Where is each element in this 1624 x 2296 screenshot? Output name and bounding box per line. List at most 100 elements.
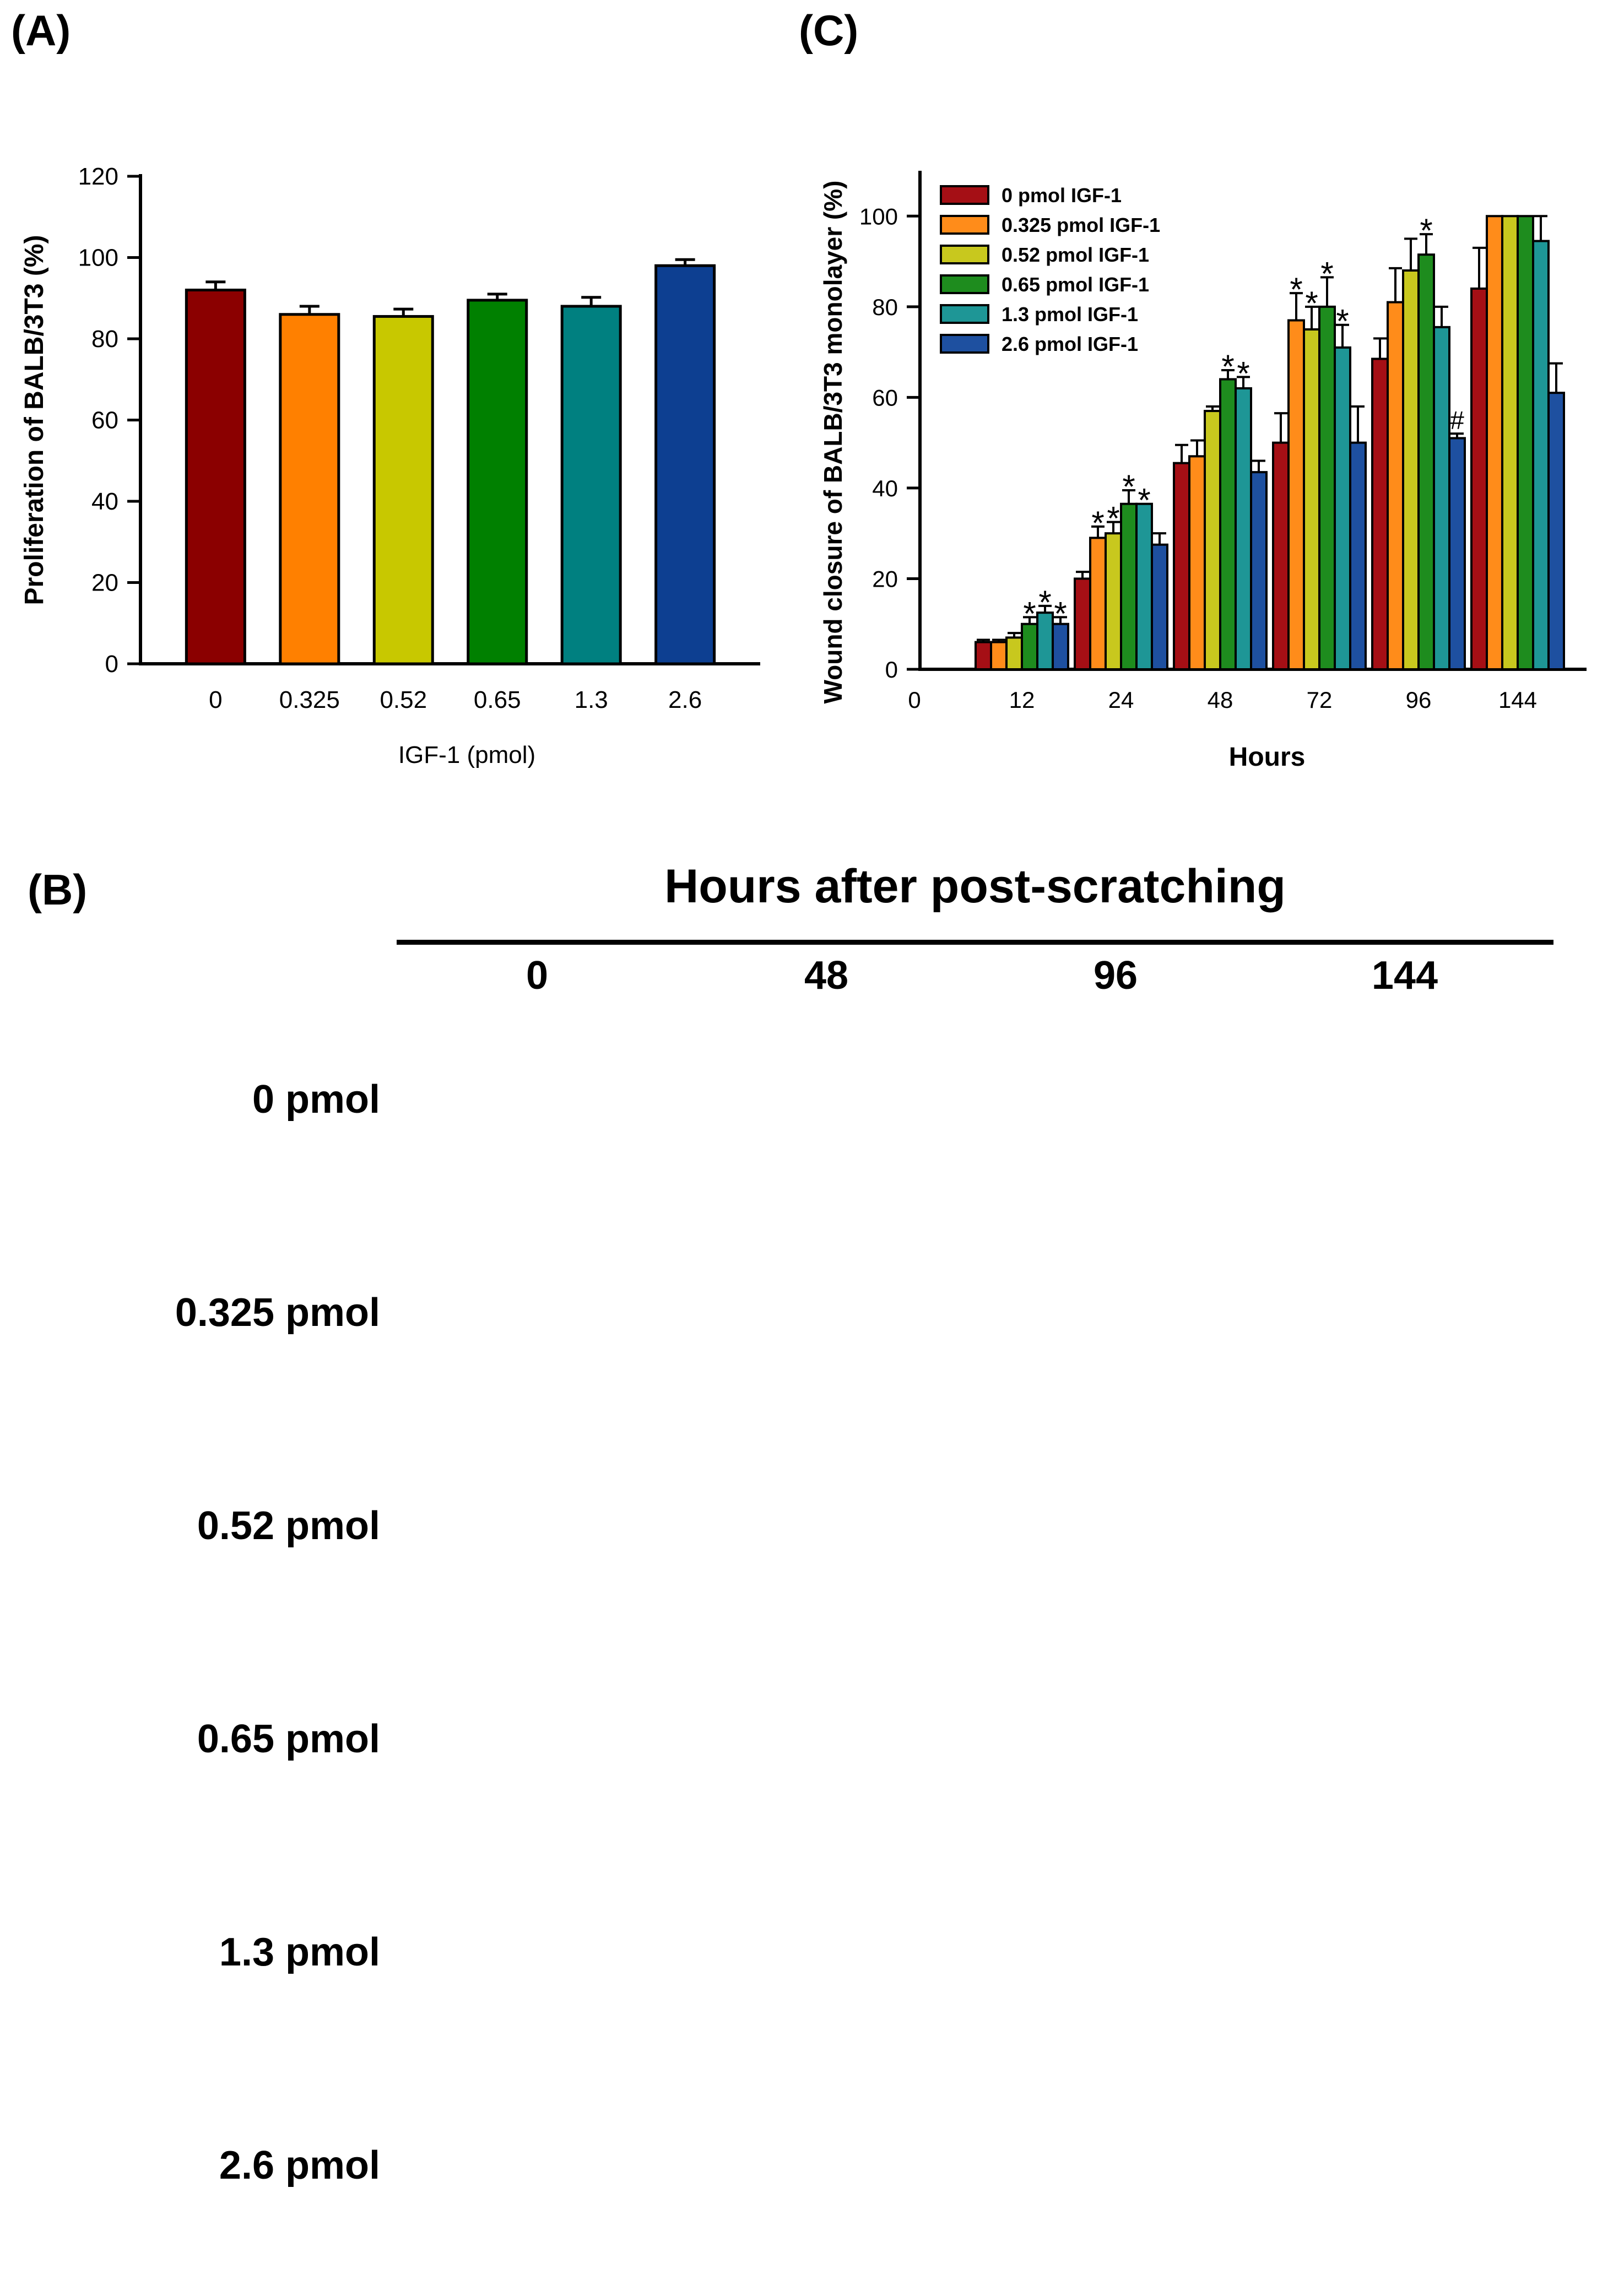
y-tick-label: 40 — [91, 488, 118, 515]
grid-row-label: 0.65 pmol — [197, 1717, 380, 1761]
bar — [1402, 269, 1420, 670]
bar — [1219, 378, 1237, 670]
grid-row-label: 0 pmol — [252, 1077, 380, 1122]
bar — [1303, 328, 1320, 671]
y-tick-label: 0 — [885, 657, 898, 683]
x-tick-label: 0.52 — [380, 686, 427, 713]
bar — [654, 264, 716, 665]
grid-column-label: 48 — [804, 954, 849, 998]
y-tick-label: 120 — [78, 163, 118, 190]
bar — [1387, 301, 1404, 671]
bar — [1272, 441, 1290, 670]
bar — [372, 315, 434, 665]
y-tick-label: 80 — [91, 326, 118, 353]
significance-mark: * — [1038, 584, 1051, 621]
y-tick-label: 20 — [872, 566, 898, 592]
bar — [1318, 305, 1336, 670]
significance-mark: * — [1138, 482, 1150, 519]
x-tick-label: 12 — [1009, 687, 1035, 713]
legend-label: 2.6 pmol IGF-1 — [1002, 333, 1138, 355]
x-tick-label: 0.325 — [279, 686, 340, 713]
grid-row-label: 0.325 pmol — [175, 1291, 380, 1335]
bar — [990, 641, 1008, 670]
significance-mark: * — [1054, 595, 1067, 632]
grid-row-label: 1.3 pmol — [219, 1930, 380, 1974]
bar — [1074, 577, 1091, 670]
bar — [1287, 319, 1305, 670]
bar — [1334, 346, 1351, 670]
bar — [1089, 537, 1107, 671]
bar — [1021, 622, 1038, 671]
bar — [560, 305, 622, 665]
bar — [1371, 358, 1389, 670]
y-axis-label: Wound closure of BALB/3T3 monolayer (%) — [819, 181, 847, 704]
panel-a-label: (A) — [11, 6, 71, 55]
legend-swatch — [940, 245, 989, 264]
panel-b-label: (B) — [28, 865, 88, 914]
bar — [1417, 253, 1435, 671]
significance-mark: * — [1122, 468, 1135, 505]
grid-row-label: 2.6 pmol — [219, 2143, 380, 2187]
x-tick-label: 144 — [1498, 687, 1537, 713]
y-axis-label: Proliferation of BALB/3T3 (%) — [20, 235, 49, 605]
legend-label: 0.65 pmol IGF-1 — [1002, 273, 1149, 296]
legend-label: 0 pmol IGF-1 — [1002, 184, 1122, 207]
x-axis-label: Hours — [1229, 743, 1306, 772]
bar — [1235, 387, 1252, 671]
bar — [1250, 471, 1268, 670]
bar — [1517, 215, 1534, 671]
legend-swatch — [940, 215, 989, 235]
bar — [1151, 543, 1168, 670]
grid-row-label: 0.52 pmol — [197, 1504, 380, 1548]
significance-mark: * — [1091, 505, 1104, 541]
bar — [1433, 326, 1450, 671]
bar — [1105, 532, 1122, 670]
bar — [1173, 462, 1190, 671]
grid-title-rule — [397, 940, 1553, 945]
y-tick-label: 20 — [91, 570, 118, 597]
y-tick-label: 60 — [91, 407, 118, 434]
y-tick-label: 80 — [872, 294, 898, 320]
bar — [1448, 437, 1466, 671]
significance-mark: * — [1305, 285, 1318, 322]
legend-label: 0.52 pmol IGF-1 — [1002, 243, 1149, 266]
x-tick-label: 0 — [209, 686, 222, 713]
significance-mark: * — [1290, 271, 1302, 308]
bar — [1532, 240, 1550, 671]
panel-c-label: (C) — [799, 6, 859, 55]
y-tick-label: 100 — [859, 203, 898, 229]
grid-column-label: 0 — [526, 954, 549, 998]
grid-column-label: 96 — [1093, 954, 1138, 998]
grid-title: Hours after post-scratching — [664, 860, 1286, 913]
x-origin-label: 0 — [908, 687, 921, 713]
bar — [1470, 287, 1488, 670]
legend-swatch — [940, 185, 989, 205]
chart-a: 0 20 40 60 80 100 120 0 0.325 0.52 0.65 1.3 2.6 IGF-1… — [20, 163, 760, 768]
significance-mark: * — [1336, 303, 1349, 340]
legend-label: 1.3 pmol IGF-1 — [1002, 303, 1138, 326]
bar — [279, 313, 340, 665]
bar — [975, 641, 992, 670]
significance-mark: * — [1221, 348, 1234, 385]
significance-mark: * — [1420, 212, 1432, 249]
x-tick-label: 24 — [1108, 687, 1134, 713]
significance-mark: * — [1107, 500, 1119, 537]
bar — [1204, 410, 1221, 671]
bar — [1036, 611, 1054, 671]
bar — [1486, 215, 1503, 671]
x-tick-label: 1.3 — [575, 686, 608, 713]
bar — [1120, 502, 1138, 670]
x-tick-label: 0.65 — [474, 686, 521, 713]
bar — [1188, 455, 1206, 670]
x-axis-label: IGF-1 (pmol) — [398, 741, 535, 768]
bar — [467, 299, 528, 665]
significance-mark: * — [1320, 255, 1333, 292]
x-tick-label: 72 — [1307, 687, 1333, 713]
significance-mark: * — [1023, 595, 1036, 632]
y-tick-label: 40 — [872, 475, 898, 501]
bar — [1135, 502, 1153, 670]
legend-swatch — [940, 274, 989, 294]
significance-mark: * — [1237, 355, 1249, 392]
bar — [1501, 215, 1519, 671]
